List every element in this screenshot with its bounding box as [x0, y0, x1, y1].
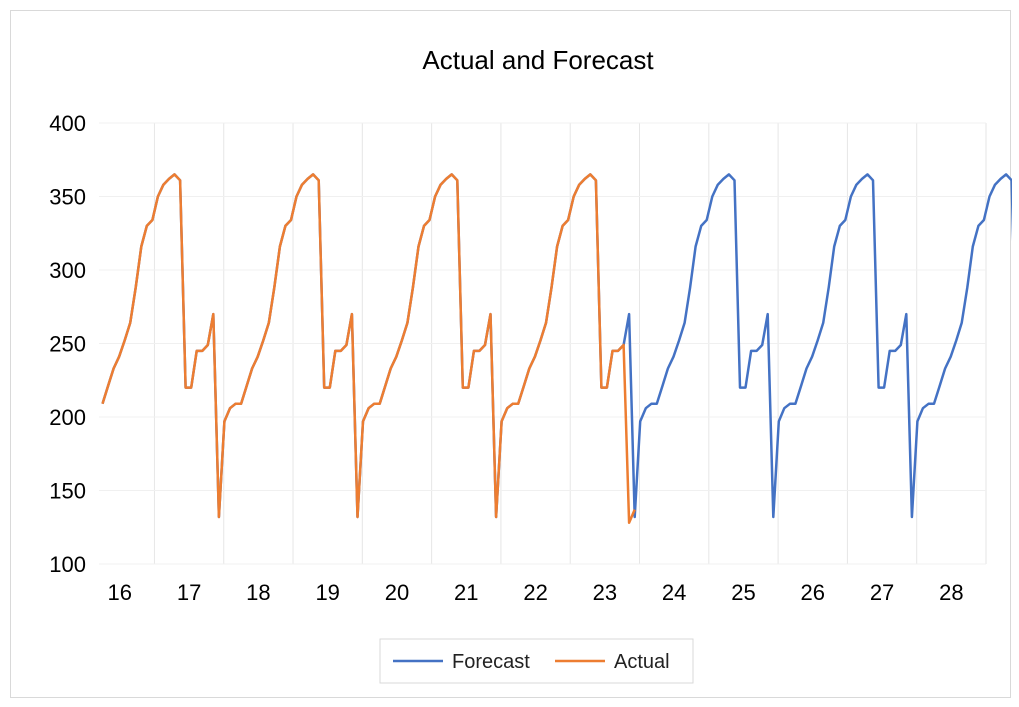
y-tick-label: 400	[49, 111, 86, 136]
x-tick-label: 19	[315, 580, 339, 605]
y-axis-ticks: 100 150 200 250 300 350 400	[49, 111, 86, 577]
chart-title: Actual and Forecast	[422, 45, 654, 75]
x-tick-label: 17	[177, 580, 201, 605]
y-tick-label: 150	[49, 479, 86, 504]
y-tick-label: 250	[49, 332, 86, 357]
x-tick-label: 25	[731, 580, 755, 605]
series-lines	[101, 173, 1012, 525]
x-tick-label: 21	[454, 580, 478, 605]
x-tick-label: 27	[870, 580, 894, 605]
y-tick-label: 300	[49, 258, 86, 283]
chart-area: 100 150 200 250 300 350 400 16 17 18 19 20 21 22 23 24…	[10, 10, 1012, 698]
series-line-forecast	[101, 173, 1012, 519]
series-line-actual	[101, 173, 636, 525]
y-tick-label: 350	[49, 185, 86, 210]
y-tick-label: 200	[49, 405, 86, 430]
x-tick-label: 23	[593, 580, 617, 605]
x-tick-label: 20	[385, 580, 409, 605]
gridlines	[99, 122, 987, 565]
line-chart: 100 150 200 250 300 350 400 16 17 18 19 20 21 22 23 24…	[49, 45, 1012, 684]
x-tick-label: 22	[523, 580, 547, 605]
legend: Forecast Actual	[379, 638, 694, 684]
legend-forecast-label: Forecast	[452, 651, 530, 673]
x-tick-label: 26	[801, 580, 825, 605]
legend-actual-label: Actual	[614, 651, 670, 673]
x-tick-label: 24	[662, 580, 686, 605]
x-tick-label: 16	[108, 580, 132, 605]
x-axis-ticks: 16 17 18 19 20 21 22 23 24 25 26 27 28	[108, 580, 964, 605]
x-tick-label: 28	[939, 580, 963, 605]
y-tick-label: 100	[49, 552, 86, 577]
x-tick-label: 18	[246, 580, 270, 605]
